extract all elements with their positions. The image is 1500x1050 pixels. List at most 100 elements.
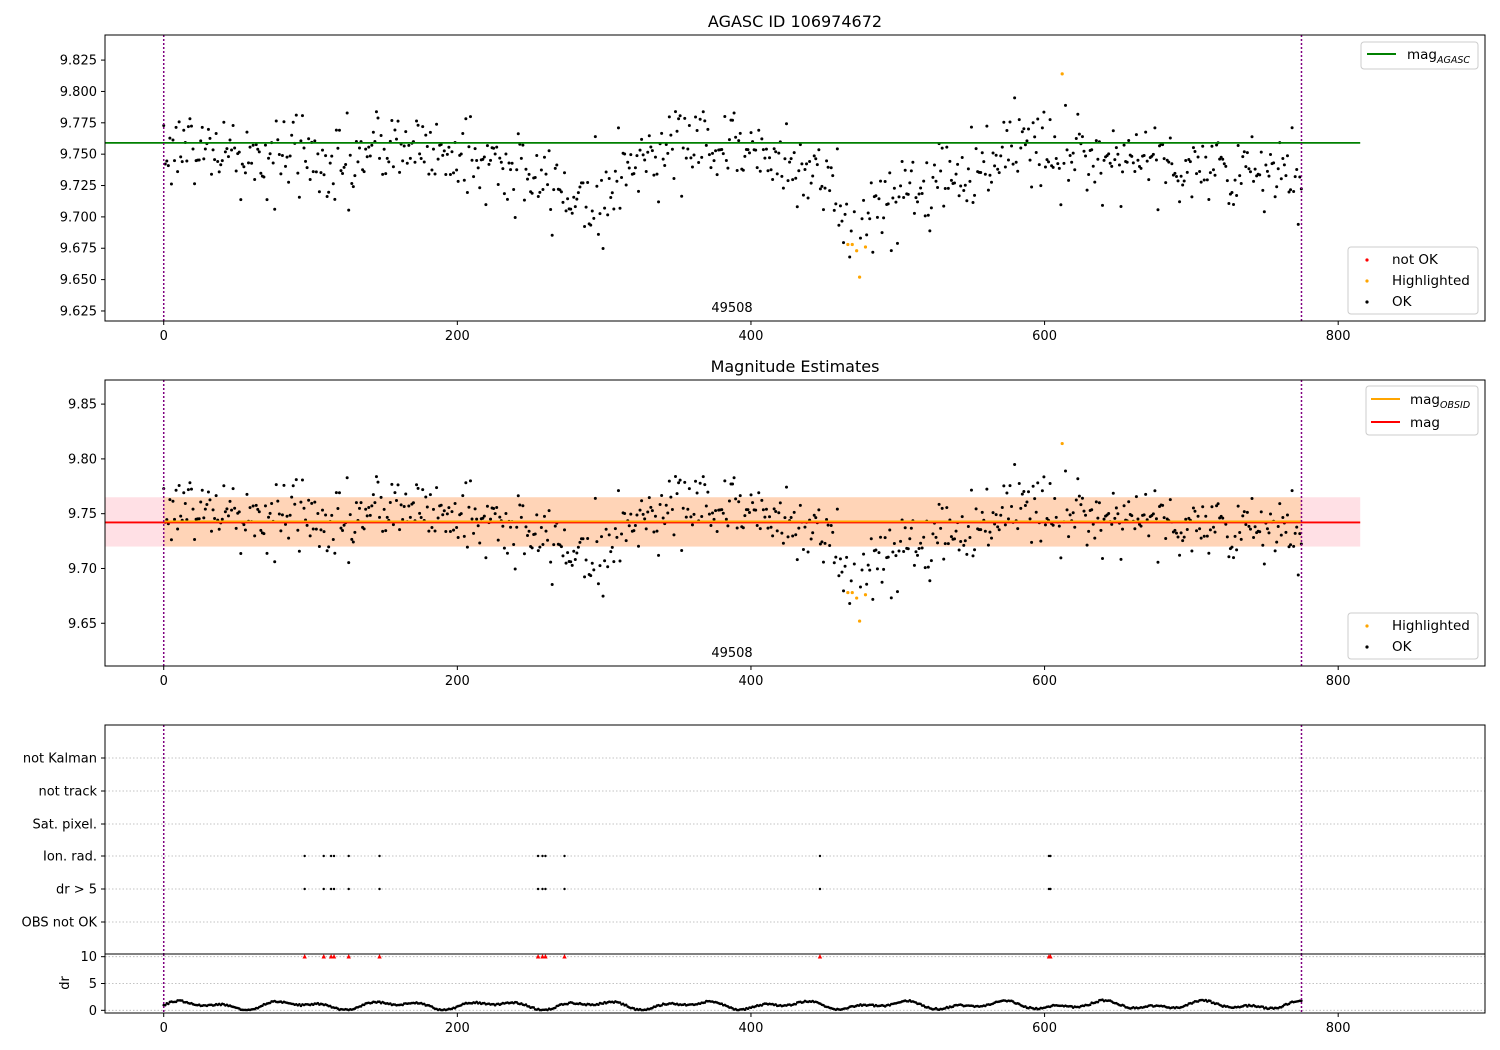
ok-point <box>376 480 380 484</box>
ok-point <box>575 551 579 555</box>
flag-event <box>541 854 544 858</box>
ok-point <box>1201 505 1205 509</box>
legend-label: OK <box>1392 294 1413 310</box>
ok-point <box>521 143 525 147</box>
ok-point <box>1127 138 1131 142</box>
ok-point <box>849 579 853 583</box>
ok-point <box>1250 135 1254 139</box>
legend-markers: Highlighted OK <box>1347 612 1479 660</box>
highlighted-point <box>857 275 862 279</box>
ok-point <box>436 516 440 520</box>
ok-point <box>563 528 567 532</box>
ok-point <box>609 550 613 554</box>
ok-point <box>189 487 193 491</box>
ok-point <box>1002 484 1006 488</box>
ok-point <box>637 189 641 193</box>
ok-point <box>842 241 846 245</box>
ok-point <box>721 511 725 515</box>
ok-point <box>1022 489 1026 493</box>
ok-point <box>210 529 214 533</box>
ok-point <box>183 502 187 506</box>
ok-point <box>300 114 304 118</box>
ok-point <box>943 542 947 546</box>
ok-point <box>939 169 943 173</box>
ok-point <box>892 186 896 190</box>
ok-point <box>1252 179 1256 183</box>
ok-point <box>710 151 714 155</box>
ok-point <box>657 553 661 557</box>
legend-marker <box>1365 258 1369 262</box>
ok-point <box>983 172 987 176</box>
ok-point <box>829 524 833 528</box>
ok-point <box>820 184 824 188</box>
ok-point <box>407 143 411 147</box>
ok-point <box>1239 537 1243 541</box>
ok-point <box>1096 157 1100 161</box>
highlighted-point <box>857 619 862 623</box>
ok-point <box>234 526 238 530</box>
ok-point <box>1284 530 1288 534</box>
flag-event <box>536 887 540 891</box>
ok-point <box>792 151 796 155</box>
ok-point <box>1204 155 1208 159</box>
ok-point <box>1145 159 1149 163</box>
ok-point <box>441 513 445 517</box>
ok-point <box>478 541 482 545</box>
ok-point <box>868 568 872 572</box>
ok-point <box>274 119 278 123</box>
ok-point <box>923 566 927 570</box>
ok-point <box>632 529 636 533</box>
ok-point <box>1173 171 1177 175</box>
ok-point <box>445 152 449 156</box>
ok-point <box>670 147 674 151</box>
ok-point <box>1063 103 1067 107</box>
ok-point <box>814 157 818 161</box>
ok-point <box>871 250 875 254</box>
ok-point <box>869 181 873 185</box>
svg-text:magOBSID: magOBSID <box>1410 392 1470 411</box>
ok-point <box>638 508 642 512</box>
ok-point <box>858 236 862 240</box>
ok-point <box>931 532 935 536</box>
ok-point <box>1139 166 1143 170</box>
ok-point <box>424 495 428 499</box>
ok-point <box>1242 150 1246 154</box>
ok-point <box>1048 481 1052 485</box>
ok-point <box>1275 185 1279 189</box>
ok-point <box>1043 523 1047 527</box>
ok-point <box>794 533 798 537</box>
ok-point <box>1153 126 1157 130</box>
ok-point <box>1247 524 1251 528</box>
category-label: Ion. rad. <box>43 850 97 865</box>
ok-point <box>336 507 340 511</box>
dr-clipped-marker <box>817 954 823 959</box>
ok-point <box>336 146 340 150</box>
ok-point <box>832 561 836 565</box>
ok-point <box>526 177 530 181</box>
ok-point <box>430 526 434 530</box>
ok-point <box>1130 514 1134 518</box>
ok-point <box>635 513 639 517</box>
ok-point <box>233 506 237 510</box>
ok-point <box>1190 549 1194 553</box>
ok-point <box>502 192 506 196</box>
ok-point <box>248 506 252 510</box>
ok-point <box>188 117 192 121</box>
ok-point <box>427 529 431 533</box>
y-tick-label: 0 <box>89 1004 97 1019</box>
ok-point <box>561 200 565 204</box>
ok-point <box>225 147 229 151</box>
ok-point <box>834 202 838 206</box>
ok-point <box>245 130 249 134</box>
ok-point <box>314 170 318 174</box>
ok-point <box>546 538 550 542</box>
highlighted-point <box>1060 72 1064 76</box>
ok-point <box>926 565 930 569</box>
ok-point <box>535 513 539 517</box>
ok-point <box>213 158 217 162</box>
ok-point <box>586 536 590 540</box>
ok-point <box>973 548 977 552</box>
ok-point <box>768 515 772 519</box>
ok-point <box>1269 152 1273 156</box>
ok-point <box>835 507 839 511</box>
